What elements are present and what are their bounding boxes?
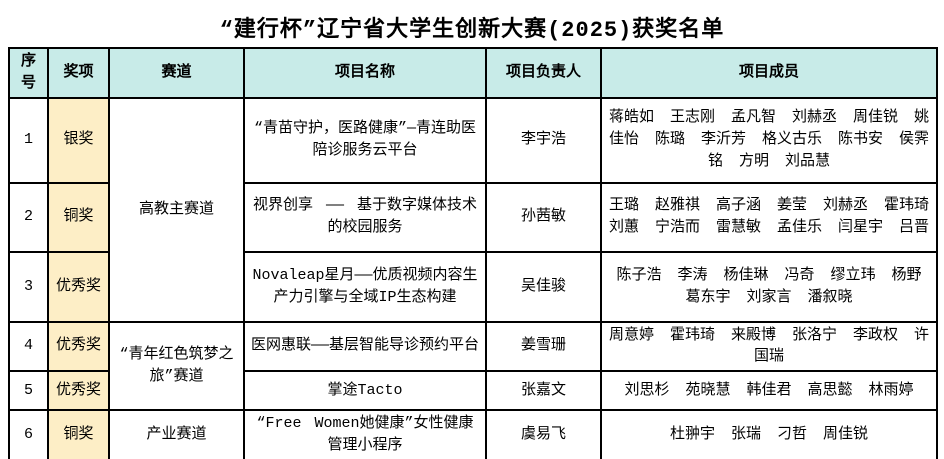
cell-award: 铜奖: [47, 181, 110, 253]
cell-project-leader: 姜雪珊: [485, 320, 602, 372]
cell-project-leader: 吴佳骏: [485, 250, 602, 323]
header-award: 奖项: [47, 47, 110, 99]
table-row: 4 优秀奖 “青年红色筑梦之旅”赛道 医网惠联——基层智能导诊预约平台 姜雪珊 …: [8, 320, 938, 411]
cell-project-leader: 李宇浩: [485, 96, 602, 184]
header-track: 赛道: [108, 47, 245, 99]
cell-project-name: 掌途Tacto: [243, 370, 487, 411]
cell-project-leader: 张嘉文: [485, 370, 602, 411]
cell-serial-number: 6: [8, 409, 49, 459]
cell-project-members: 王璐 赵雅祺 高子涵 姜莹 刘赫丞 霍玮琦 刘蕙 宁浩而 雷慧敏 孟佳乐 闫星宇…: [600, 181, 938, 253]
cell-track: “青年红色筑梦之旅”赛道: [108, 320, 245, 411]
table-header-row: 序号 奖项 赛道 项目名称 项目负责人 项目成员: [8, 47, 938, 99]
cell-serial-number: 1: [8, 96, 49, 184]
cell-project-name: 医网惠联——基层智能导诊预约平台: [243, 320, 487, 372]
cell-project-members: 杜翀宇 张瑞 刁哲 周佳锐: [600, 409, 938, 459]
table-row: 2 铜奖 视界创享 —— 基于数字媒体技术的校园服务 孙茜敏 王璐 赵雅祺 高子…: [8, 181, 938, 253]
cell-project-members: 刘思杉 苑晓慧 韩佳君 高思懿 林雨婷: [600, 370, 938, 411]
cell-track: 产业赛道: [108, 409, 245, 459]
table-row: 1 银奖 高教主赛道 “青苗守护，医路健康”—青连助医陪诊服务云平台 李宇浩 蒋…: [8, 96, 938, 323]
cell-award: 优秀奖: [47, 250, 110, 323]
header-project-leader: 项目负责人: [485, 47, 602, 99]
cell-project-name: 视界创享 —— 基于数字媒体技术的校园服务: [243, 181, 487, 253]
table-row: 6 铜奖 产业赛道 “Free Women她健康”女性健康管理小程序 虞易飞 杜…: [8, 409, 938, 459]
page-title: “建行杯”辽宁省大学生创新大赛(2025)获奖名单: [219, 18, 725, 43]
cell-serial-number: 3: [8, 250, 49, 323]
header-serial-number: 序号: [8, 47, 49, 99]
table-row: 3 优秀奖 Novaleap星月——优质视频内容生产力引擎与全域IP生态构建 吴…: [8, 250, 938, 323]
cell-serial-number: 5: [8, 370, 49, 411]
cell-project-members: 陈子浩 李涛 杨佳琳 冯奇 缪立玮 杨野 葛东宇 刘家言 潘叙晓: [600, 250, 938, 323]
cell-award: 优秀奖: [47, 370, 110, 411]
cell-track: 高教主赛道: [108, 96, 245, 323]
award-table: 序号 奖项 赛道 项目名称 项目负责人 项目成员 1 银奖 高教主赛道 “青苗守…: [8, 47, 938, 459]
cell-award: 银奖: [47, 96, 110, 184]
table-row: 5 优秀奖 掌途Tacto 张嘉文 刘思杉 苑晓慧 韩佳君 高思懿 林雨婷: [8, 370, 938, 411]
cell-project-leader: 孙茜敏: [485, 181, 602, 253]
cell-project-name: “青苗守护，医路健康”—青连助医陪诊服务云平台: [243, 96, 487, 184]
header-project-name: 项目名称: [243, 47, 487, 99]
cell-award: 铜奖: [47, 409, 110, 459]
header-project-members: 项目成员: [600, 47, 938, 99]
cell-project-name: “Free Women她健康”女性健康管理小程序: [243, 409, 487, 459]
cell-serial-number: 4: [8, 320, 49, 372]
cell-project-name: Novaleap星月——优质视频内容生产力引擎与全域IP生态构建: [243, 250, 487, 323]
cell-serial-number: 2: [8, 181, 49, 253]
cell-project-members: 蒋皓如 王志刚 孟凡智 刘赫丞 周佳锐 姚佳怡 陈璐 李沂芳 格义古乐 陈书安 …: [600, 96, 938, 184]
cell-award: 优秀奖: [47, 320, 110, 372]
cell-project-leader: 虞易飞: [485, 409, 602, 459]
cell-project-members: 周意婷 霍玮琦 来殿博 张洛宁 李政权 许国瑞: [600, 320, 938, 372]
